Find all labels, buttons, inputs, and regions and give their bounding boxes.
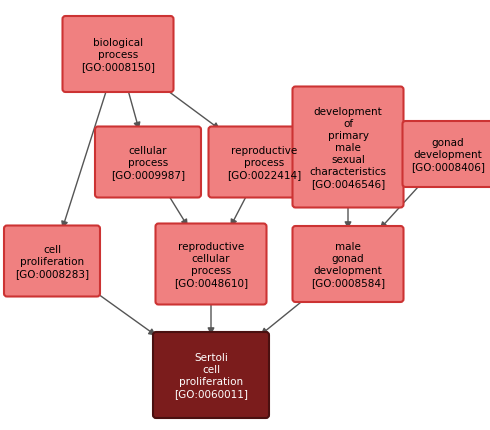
Text: reproductive
cellular
process
[GO:0048610]: reproductive cellular process [GO:004861… [174, 241, 248, 287]
Text: development
of
primary
male
sexual
characteristics
[GO:0046546]: development of primary male sexual chara… [310, 107, 387, 189]
Text: Sertoli
cell
proliferation
[GO:0060011]: Sertoli cell proliferation [GO:0060011] [174, 352, 248, 398]
FancyBboxPatch shape [153, 332, 269, 418]
Text: cellular
process
[GO:0009987]: cellular process [GO:0009987] [111, 146, 185, 180]
FancyBboxPatch shape [155, 224, 267, 305]
FancyBboxPatch shape [95, 127, 201, 198]
FancyBboxPatch shape [63, 17, 173, 93]
Text: male
gonad
development
[GO:0008584]: male gonad development [GO:0008584] [311, 241, 385, 287]
FancyBboxPatch shape [209, 127, 319, 198]
FancyBboxPatch shape [4, 226, 100, 297]
FancyBboxPatch shape [402, 122, 490, 187]
Text: gonad
development
[GO:0008406]: gonad development [GO:0008406] [411, 138, 485, 172]
Text: reproductive
process
[GO:0022414]: reproductive process [GO:0022414] [227, 146, 301, 180]
FancyBboxPatch shape [293, 87, 403, 208]
Text: biological
process
[GO:0008150]: biological process [GO:0008150] [81, 38, 155, 72]
Text: cell
proliferation
[GO:0008283]: cell proliferation [GO:0008283] [15, 244, 89, 278]
FancyBboxPatch shape [293, 227, 403, 302]
